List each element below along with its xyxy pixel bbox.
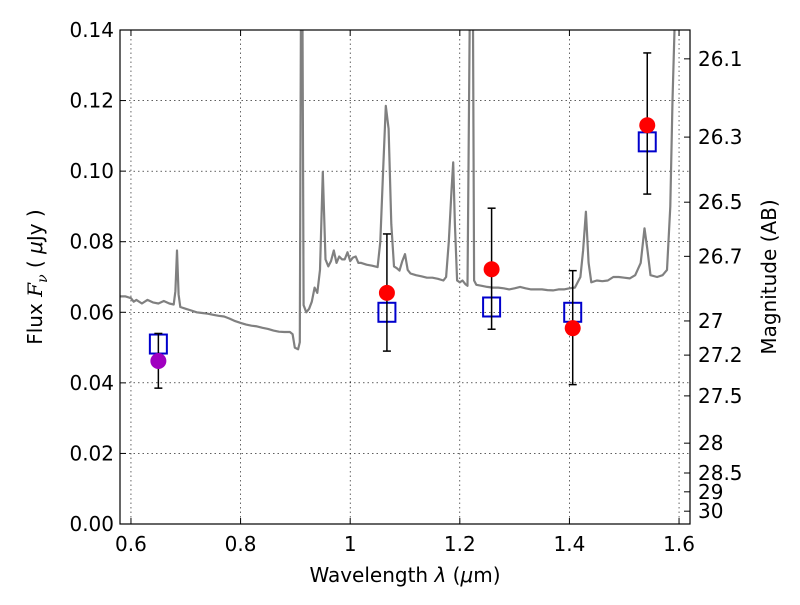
observed-point <box>483 261 500 278</box>
y-tick-label: 0.02 <box>69 441 114 465</box>
axes-frame <box>119 29 691 525</box>
y-tick-label: 0.14 <box>69 18 114 42</box>
mag-tick-label: 27.5 <box>698 384 743 408</box>
mag-tick-label: 27 <box>698 309 723 333</box>
right-axis-label: Magnitude (AB) <box>757 199 781 354</box>
mag-tick-label: 26.7 <box>698 244 743 268</box>
observed-point <box>639 117 656 134</box>
x-tick-label: 1.2 <box>444 532 476 556</box>
y-tick-label: 0.12 <box>69 89 114 113</box>
y-tick-label: 0.08 <box>69 230 114 254</box>
y-tick-label: 0.06 <box>69 300 114 324</box>
mag-tick-label: 28.5 <box>698 461 743 485</box>
observed-point <box>378 284 395 301</box>
spectrum-line <box>120 30 676 351</box>
mag-tick-label: 30 <box>698 499 723 523</box>
y-tick-label: 0.04 <box>69 371 114 395</box>
mag-tick-label: 29 <box>698 480 723 504</box>
x-tick-label: 1.4 <box>554 532 586 556</box>
mag-tick-label: 26.3 <box>698 125 743 149</box>
mag-tick-label: 26.5 <box>698 190 743 214</box>
x-tick-label: 1 <box>344 532 357 556</box>
axis-ticks: 0.6 0.8 1 1.2 1.4 1.6 0.00 0.02 0.04 0.06 0.08 0.10… <box>69 18 742 556</box>
y-tick-label: 0.00 <box>69 512 114 536</box>
x-tick-label: 0.8 <box>225 532 257 556</box>
x-tick-label: 1.6 <box>663 532 695 556</box>
mag-tick-label: 26.1 <box>698 47 743 71</box>
mag-tick-label: 28 <box>698 431 723 455</box>
plot-area <box>120 30 676 389</box>
x-tick-label: 0.6 <box>115 532 147 556</box>
grid-lines <box>120 30 690 524</box>
observed-point <box>564 320 581 337</box>
observed-point <box>150 352 167 369</box>
y-tick-label: 0.10 <box>69 159 114 183</box>
mag-tick-label: 27.2 <box>698 343 743 367</box>
y-axis-label: Flux Fν ( μJy ) <box>23 209 51 345</box>
x-axis-label: Wavelength λ (μm) <box>309 563 500 587</box>
